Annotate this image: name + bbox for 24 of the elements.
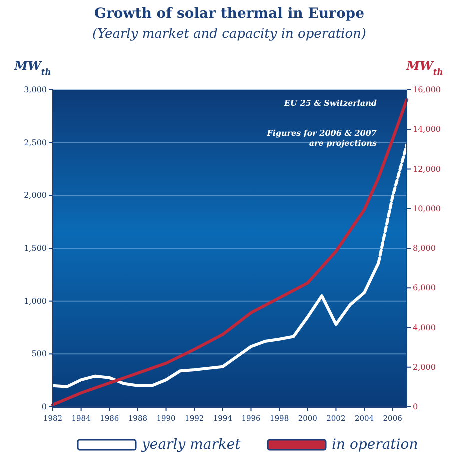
y-tick-label: 500 — [32, 350, 47, 359]
y2-tick-label: 10,000 — [413, 204, 441, 214]
y2-tick-label: 6,000 — [413, 284, 436, 293]
y-tick-label: 1,500 — [24, 244, 47, 254]
annotation: Figures for 2006 & 2007 are projections — [266, 128, 378, 148]
y-tick-label: 1,000 — [24, 296, 47, 306]
legend-label: in operation — [332, 437, 418, 453]
y2-tick-label: 14,000 — [413, 125, 441, 134]
y-tick-label: 3,000 — [24, 86, 47, 95]
annotation: EU 25 & Switzerland — [283, 98, 378, 108]
y2-tick-label: 2,000 — [413, 362, 436, 372]
y2-tick-label: 4,000 — [413, 323, 436, 332]
y-tick-label: 2,000 — [24, 191, 47, 200]
y-tick-label: 2,500 — [24, 138, 47, 148]
legend-label: yearly market — [141, 437, 242, 453]
chart-title: Growth of solar thermal in Europe — [94, 6, 365, 22]
y-tick-label: 0 — [42, 402, 47, 412]
y2-axis-title: MW$_{th}$ — [406, 59, 444, 77]
chart-subtitle: (Yearly market and capacity in operation) — [92, 27, 366, 42]
y2-tick-label: 12,000 — [413, 164, 441, 174]
y2-tick-label: 16,000 — [413, 86, 441, 95]
y2-tick-label: 0 — [413, 402, 418, 412]
y-axis-title: MW$_{th}$ — [14, 59, 52, 77]
y2-tick-label: 8,000 — [413, 244, 436, 254]
